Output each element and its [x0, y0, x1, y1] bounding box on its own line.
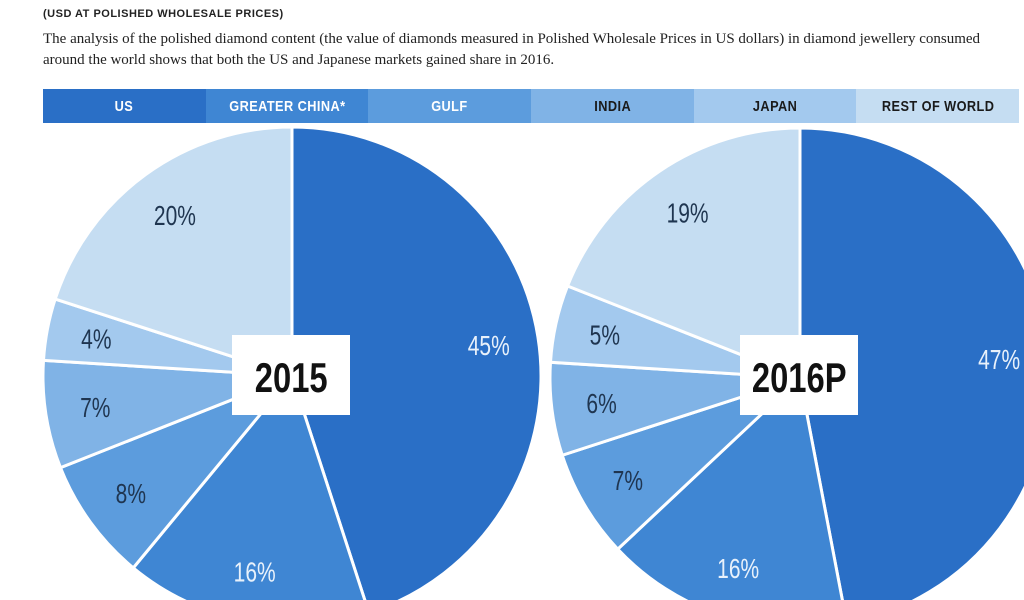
legend-item: JAPAN	[693, 89, 857, 123]
pie-title: 2015	[255, 354, 328, 401]
legend-item: INDIA	[531, 89, 694, 123]
pie-slice	[290, 125, 543, 600]
slice-label: 6%	[586, 389, 616, 420]
pie-slice	[53, 125, 294, 379]
year-box	[232, 335, 350, 415]
legend-label: JAPAN	[752, 97, 798, 115]
pie-slice	[560, 376, 802, 552]
legend-label: GULF	[431, 97, 468, 115]
pie-slice	[615, 375, 844, 600]
legend-item: GULF	[368, 89, 532, 123]
pie-title: 2016P	[752, 354, 847, 401]
chart-subtitle: (USD AT POLISHED WHOLESALE PRICES)	[43, 8, 284, 20]
legend-item: US	[43, 89, 206, 123]
pie-slice	[565, 126, 802, 381]
legend-item: REST OF WORLD	[856, 89, 1020, 123]
legend-label: REST OF WORLD	[881, 97, 994, 115]
slice-label: 7%	[80, 393, 110, 424]
legend-item: GREATER CHINA*	[205, 89, 369, 123]
slice-label: 8%	[116, 479, 146, 510]
legend-label: US	[115, 97, 134, 115]
pie-slice	[41, 358, 293, 470]
slice-label: 16%	[234, 558, 276, 589]
slice-label: 4%	[81, 325, 111, 356]
legend-label: INDIA	[593, 97, 631, 115]
slice-label: 7%	[613, 466, 643, 497]
pie-slice	[798, 126, 1024, 600]
pie-slice	[58, 374, 294, 570]
legend: US GREATER CHINA* GULF INDIA JAPAN REST OF WO…	[43, 89, 1020, 123]
slice-label: 19%	[667, 199, 709, 230]
slice-label: 5%	[590, 321, 620, 352]
slice-label: 47%	[978, 345, 1020, 376]
slice-label: 16%	[717, 554, 759, 585]
legend-label: GREATER CHINA*	[228, 97, 346, 115]
year-box	[740, 335, 858, 415]
slice-label: 20%	[154, 201, 196, 232]
pie-slice	[131, 372, 367, 600]
chart-description: The analysis of the polished diamond con…	[43, 31, 981, 68]
slice-label: 45%	[468, 331, 510, 362]
